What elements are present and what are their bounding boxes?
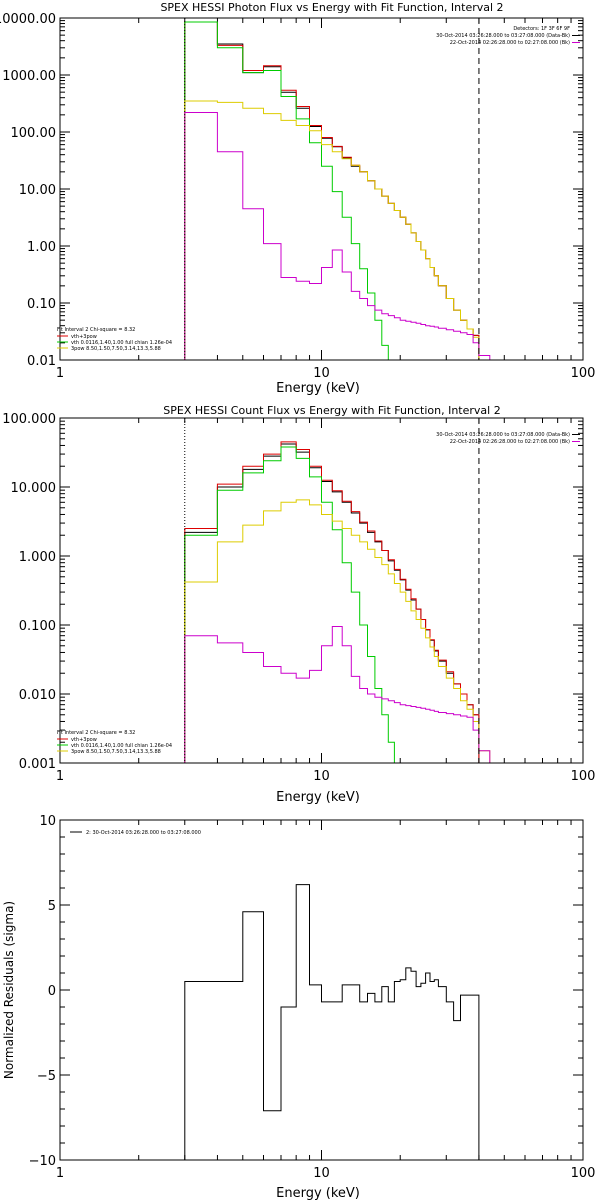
- photon-flux-panel: SPEX HESSI Photon Flux vs Energy with Fi…: [0, 1, 595, 396]
- series-line-2: [184, 446, 401, 764]
- x-tick-label: 1: [56, 366, 64, 381]
- y-tick-label: 10000.00: [0, 12, 56, 27]
- series-line-4: [184, 112, 500, 361]
- series-line-4: [184, 626, 500, 764]
- info-line: Detectors: 1F 3F 6F 9F: [513, 26, 570, 32]
- legend-title: Fit Interval 2 Chi-square = 8.32: [57, 327, 135, 333]
- legend-entry: vth 0.0116,1.40,1.00 full chian 1.26e-04: [71, 340, 172, 346]
- series-line-1: [184, 441, 480, 763]
- info-line: 22-Oct-2014 02:26:28.000 to 02:27:08.000…: [450, 439, 570, 445]
- info-line: 30-Oct-2014 03:26:28.000 to 03:27:08.000…: [436, 33, 570, 39]
- y-tick-label: 10.000: [11, 481, 57, 496]
- y-tick-label: 10.00: [19, 183, 56, 198]
- y-tick-label: 1.00: [27, 240, 56, 255]
- tick-labels: 1 10 100 0.01 0.10 1.00 10.00 100.00 1000.00 1000…: [0, 12, 595, 381]
- series-group: [184, 441, 500, 764]
- x-axis-label: Energy (keV): [276, 790, 360, 805]
- y-tick-label: 100.00: [11, 126, 57, 141]
- y-tick-label: 0.010: [19, 688, 56, 703]
- info-block: 30-Oct-2014 03:26:28.000 to 03:27:08.000…: [436, 432, 580, 445]
- legend-entry: vth+3pow: [71, 334, 97, 340]
- y-tick-label: −5: [37, 1069, 56, 1084]
- x-tick-label: 10: [313, 769, 330, 784]
- x-axis-label: Energy (keV): [276, 1186, 360, 1200]
- x-tick-label: 10: [313, 366, 330, 381]
- x-tick-label: 1: [56, 1166, 64, 1181]
- x-tick-label: 100: [571, 366, 596, 381]
- y-tick-label: −10: [29, 1154, 56, 1169]
- y-tick-label: 10: [39, 814, 56, 829]
- y-tick-label: 5: [48, 899, 56, 914]
- plot-frame: [59, 17, 584, 361]
- reference-lines: [184, 18, 480, 360]
- tick-labels: 1 10 100 −10 −5 0 5 10: [29, 814, 596, 1181]
- series-group: [184, 884, 480, 1160]
- y-axis-label: Normalized Residuals (sigma): [2, 901, 16, 1079]
- chart-title: SPEX HESSI Photon Flux vs Energy with Fi…: [160, 1, 503, 14]
- series-group: [184, 21, 500, 361]
- count-flux-panel: SPEX HESSI Count Flux vs Energy with Fit…: [2, 404, 595, 805]
- legend-entry: 3pow 8.50,1.50,7.50,3.14,13.3,5.88: [71, 749, 161, 755]
- x-axis-label: Energy (keV): [276, 381, 360, 396]
- y-tick-label: 0: [48, 984, 56, 999]
- y-tick-label: 1.000: [19, 550, 56, 565]
- legend-entry: vth+3pow: [71, 737, 97, 743]
- info-line: 22-Oct-2014 02:26:28.000 to 02:27:08.000…: [450, 40, 570, 46]
- legend-entry: 2: 30-Oct-2014 03:26:28.000 to 03:27:08.…: [86, 830, 201, 836]
- legend: Fit Interval 2 Chi-square = 8.32 vth+3po…: [57, 730, 172, 755]
- series-line-2: [184, 21, 401, 361]
- plot-frame: [59, 819, 584, 1161]
- series-line-3: [184, 100, 500, 361]
- x-tick-label: 100: [571, 769, 596, 784]
- legend: 2: 30-Oct-2014 03:26:28.000 to 03:27:08.…: [70, 830, 201, 836]
- chart-title: SPEX HESSI Count Flux vs Energy with Fit…: [163, 404, 500, 417]
- legend-title: Fit Interval 2 Chi-square = 8.32: [57, 730, 135, 736]
- tick-labels: 1 10 100 0.001 0.010 0.100 1.000 10.000 100.000: [2, 412, 595, 784]
- legend: Fit Interval 2 Chi-square = 8.32 vth+3po…: [57, 327, 172, 352]
- x-tick-label: 100: [571, 1166, 596, 1181]
- series-line-0: [184, 884, 480, 1160]
- info-block: Detectors: 1F 3F 6F 9F 30-Oct-2014 03:26…: [436, 26, 580, 46]
- x-tick-label: 10: [313, 1166, 330, 1181]
- x-tick-label: 1: [56, 769, 64, 784]
- legend-entry: 3pow 8.50,1.50,7.50,3.14,13.3,5.88: [71, 346, 161, 352]
- y-tick-label: 0.001: [19, 757, 56, 772]
- series-line-0: [184, 443, 480, 763]
- y-tick-label: 0.10: [27, 297, 56, 312]
- y-tick-label: 1000.00: [2, 69, 56, 84]
- y-tick-label: 100.000: [2, 412, 56, 427]
- reference-lines: [184, 418, 480, 763]
- y-tick-label: 0.01: [27, 354, 56, 369]
- plot-frame: [59, 417, 584, 764]
- series-line-3: [184, 499, 500, 764]
- legend-entry: vth 0.0116,1.40,1.00 full chian 1.26e-04: [71, 743, 172, 749]
- y-tick-label: 0.100: [19, 619, 56, 634]
- info-line: 30-Oct-2014 03:26:28.000 to 03:27:08.000…: [436, 432, 570, 438]
- residuals-panel: 1 10 100 −10 −5 0 5 10 2: 30-Oct-2014 03:26:28.…: [2, 814, 595, 1200]
